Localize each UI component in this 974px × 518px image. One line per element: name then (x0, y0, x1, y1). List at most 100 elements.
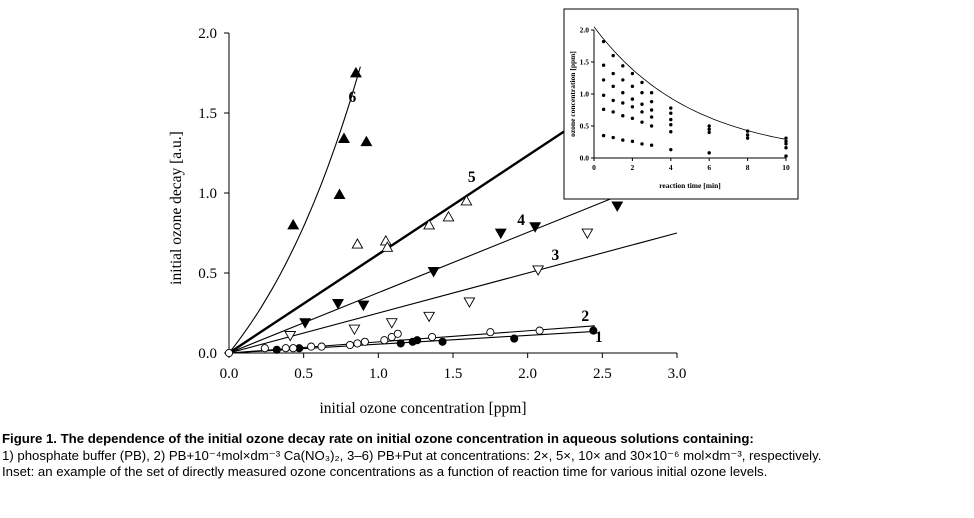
data-point-series-1 (272, 345, 281, 354)
inset-data-point (649, 108, 654, 112)
inset-data-point (649, 99, 654, 104)
fit-line-3 (228, 232, 678, 354)
data-point-series-5 (379, 234, 392, 246)
inset-data-point (707, 124, 711, 128)
inset-data-point (745, 129, 750, 133)
inset-x-tick-label: 6 (707, 163, 711, 172)
inset-data-point (611, 110, 615, 114)
inset-data-point (611, 53, 615, 58)
data-point-series-2 (345, 340, 355, 350)
inset-x-tick-label: 4 (669, 163, 673, 172)
series-label-1: 1 (595, 329, 603, 346)
data-point-series-1 (438, 337, 447, 346)
inset-data-point (630, 71, 635, 76)
inset-envelope-curve (593, 26, 787, 140)
series-label-3: 3 (552, 247, 560, 264)
inset-x-tick-label: 0 (592, 163, 596, 172)
inset-data-point (621, 114, 625, 118)
inset-data-point (784, 154, 788, 158)
data-point-series-1 (589, 326, 598, 335)
inset-data-point (630, 105, 635, 109)
inset-data-point (621, 138, 625, 142)
inset-data-point (630, 139, 635, 144)
x-tick-label: 1.0 (369, 366, 388, 382)
data-point-series-2 (393, 329, 402, 338)
data-point-series-3 (532, 265, 545, 276)
inset-data-point (611, 71, 615, 76)
inset-data-point (669, 111, 673, 115)
series-label-5: 5 (468, 169, 476, 186)
data-point-series-5 (381, 241, 394, 252)
data-point-series-1 (396, 339, 405, 348)
main-chart: 0.0 0.5 1.0 1.5 2.0 2.5 3.0 0.0 0.5 1.0 1.5 2.0 init… (168, 8, 799, 417)
inset-data-point (669, 123, 673, 127)
data-point-series-6 (349, 66, 362, 78)
data-point-series-2 (380, 336, 389, 345)
y-tick-label: 0.5 (198, 266, 217, 282)
inset-data-point (669, 130, 673, 134)
inset-x-tick-label: 2 (631, 163, 635, 172)
inset-data-point (640, 120, 644, 124)
inset-data-point (784, 142, 788, 146)
inset-data-point (601, 39, 606, 44)
data-point-series-2 (353, 339, 362, 348)
x-tick-label: 2.5 (593, 366, 612, 382)
inset-data-point (707, 130, 711, 135)
inset-data-point (649, 124, 654, 128)
inset-data-point (745, 136, 750, 140)
x-axis-title: initial ozone concentration [ppm] (319, 400, 526, 417)
inset-data-point (611, 98, 615, 103)
inset-data-point (611, 135, 615, 140)
data-point-series-1 (510, 334, 519, 343)
inset-data-point (669, 117, 673, 122)
y-axis-title: initial ozone decay [a.u.] (168, 131, 185, 285)
data-point-series-6 (287, 218, 300, 230)
inset-data-point (640, 80, 644, 85)
inset-data-point (601, 93, 606, 97)
inset-data-point (669, 106, 673, 110)
inset-data-point (784, 146, 788, 150)
inset-data-point (640, 102, 644, 106)
data-point-series-4 (494, 228, 507, 240)
inset-y-tick-label: 2.0 (580, 26, 590, 35)
data-point-series-6 (333, 188, 346, 199)
inset-y-tick-label: 1.0 (580, 90, 590, 99)
data-point-series-2 (535, 326, 544, 335)
data-point-series-3 (423, 311, 436, 323)
inset-y-tick-label: 0.5 (580, 122, 590, 131)
data-point-series-5 (460, 194, 473, 206)
data-point-series-6 (360, 135, 373, 147)
inset-data-point (621, 101, 625, 105)
inset-x-axis-title: reaction time [min] (659, 181, 721, 190)
data-point-series-4 (332, 299, 344, 310)
series-label-2: 2 (581, 308, 589, 325)
data-point-series-4 (427, 267, 440, 278)
inset-data-point (707, 151, 711, 155)
figure-caption: Figure 1. The dependence of the initial … (2, 431, 974, 481)
inset-data-point (784, 136, 788, 140)
data-point-series-3 (284, 331, 297, 342)
data-point-series-4 (529, 222, 542, 233)
data-point-series-3 (348, 324, 361, 336)
series-label-6: 6 (348, 89, 356, 106)
data-point-series-4 (357, 300, 370, 312)
inset-data-point (649, 115, 654, 119)
x-tick-label: 0.0 (220, 366, 239, 382)
inset-data-point (630, 116, 635, 121)
data-point-series-2 (260, 344, 269, 353)
inset-data-point (601, 133, 606, 138)
data-point-series-2 (360, 337, 369, 346)
inset-data-point (621, 91, 625, 95)
data-point-series-3 (581, 228, 594, 240)
inset-data-point (745, 133, 750, 137)
data-point-series-2 (281, 344, 290, 353)
x-tick-label: 1.5 (444, 366, 463, 382)
caption-line-3: Inset: an example of the set of directly… (2, 464, 768, 479)
inset-data-point (640, 91, 644, 95)
data-point-series-3 (463, 297, 476, 308)
main-plot-area: 0.0 0.5 1.0 1.5 2.0 2.5 3.0 0.0 0.5 1.0 1.5 2.0 init… (168, 26, 686, 417)
inset-y-tick-label: 1.5 (580, 58, 590, 67)
data-point-series-2 (289, 344, 298, 353)
data-point-series-5 (351, 238, 364, 249)
y-tick-label: 2.0 (198, 26, 217, 42)
